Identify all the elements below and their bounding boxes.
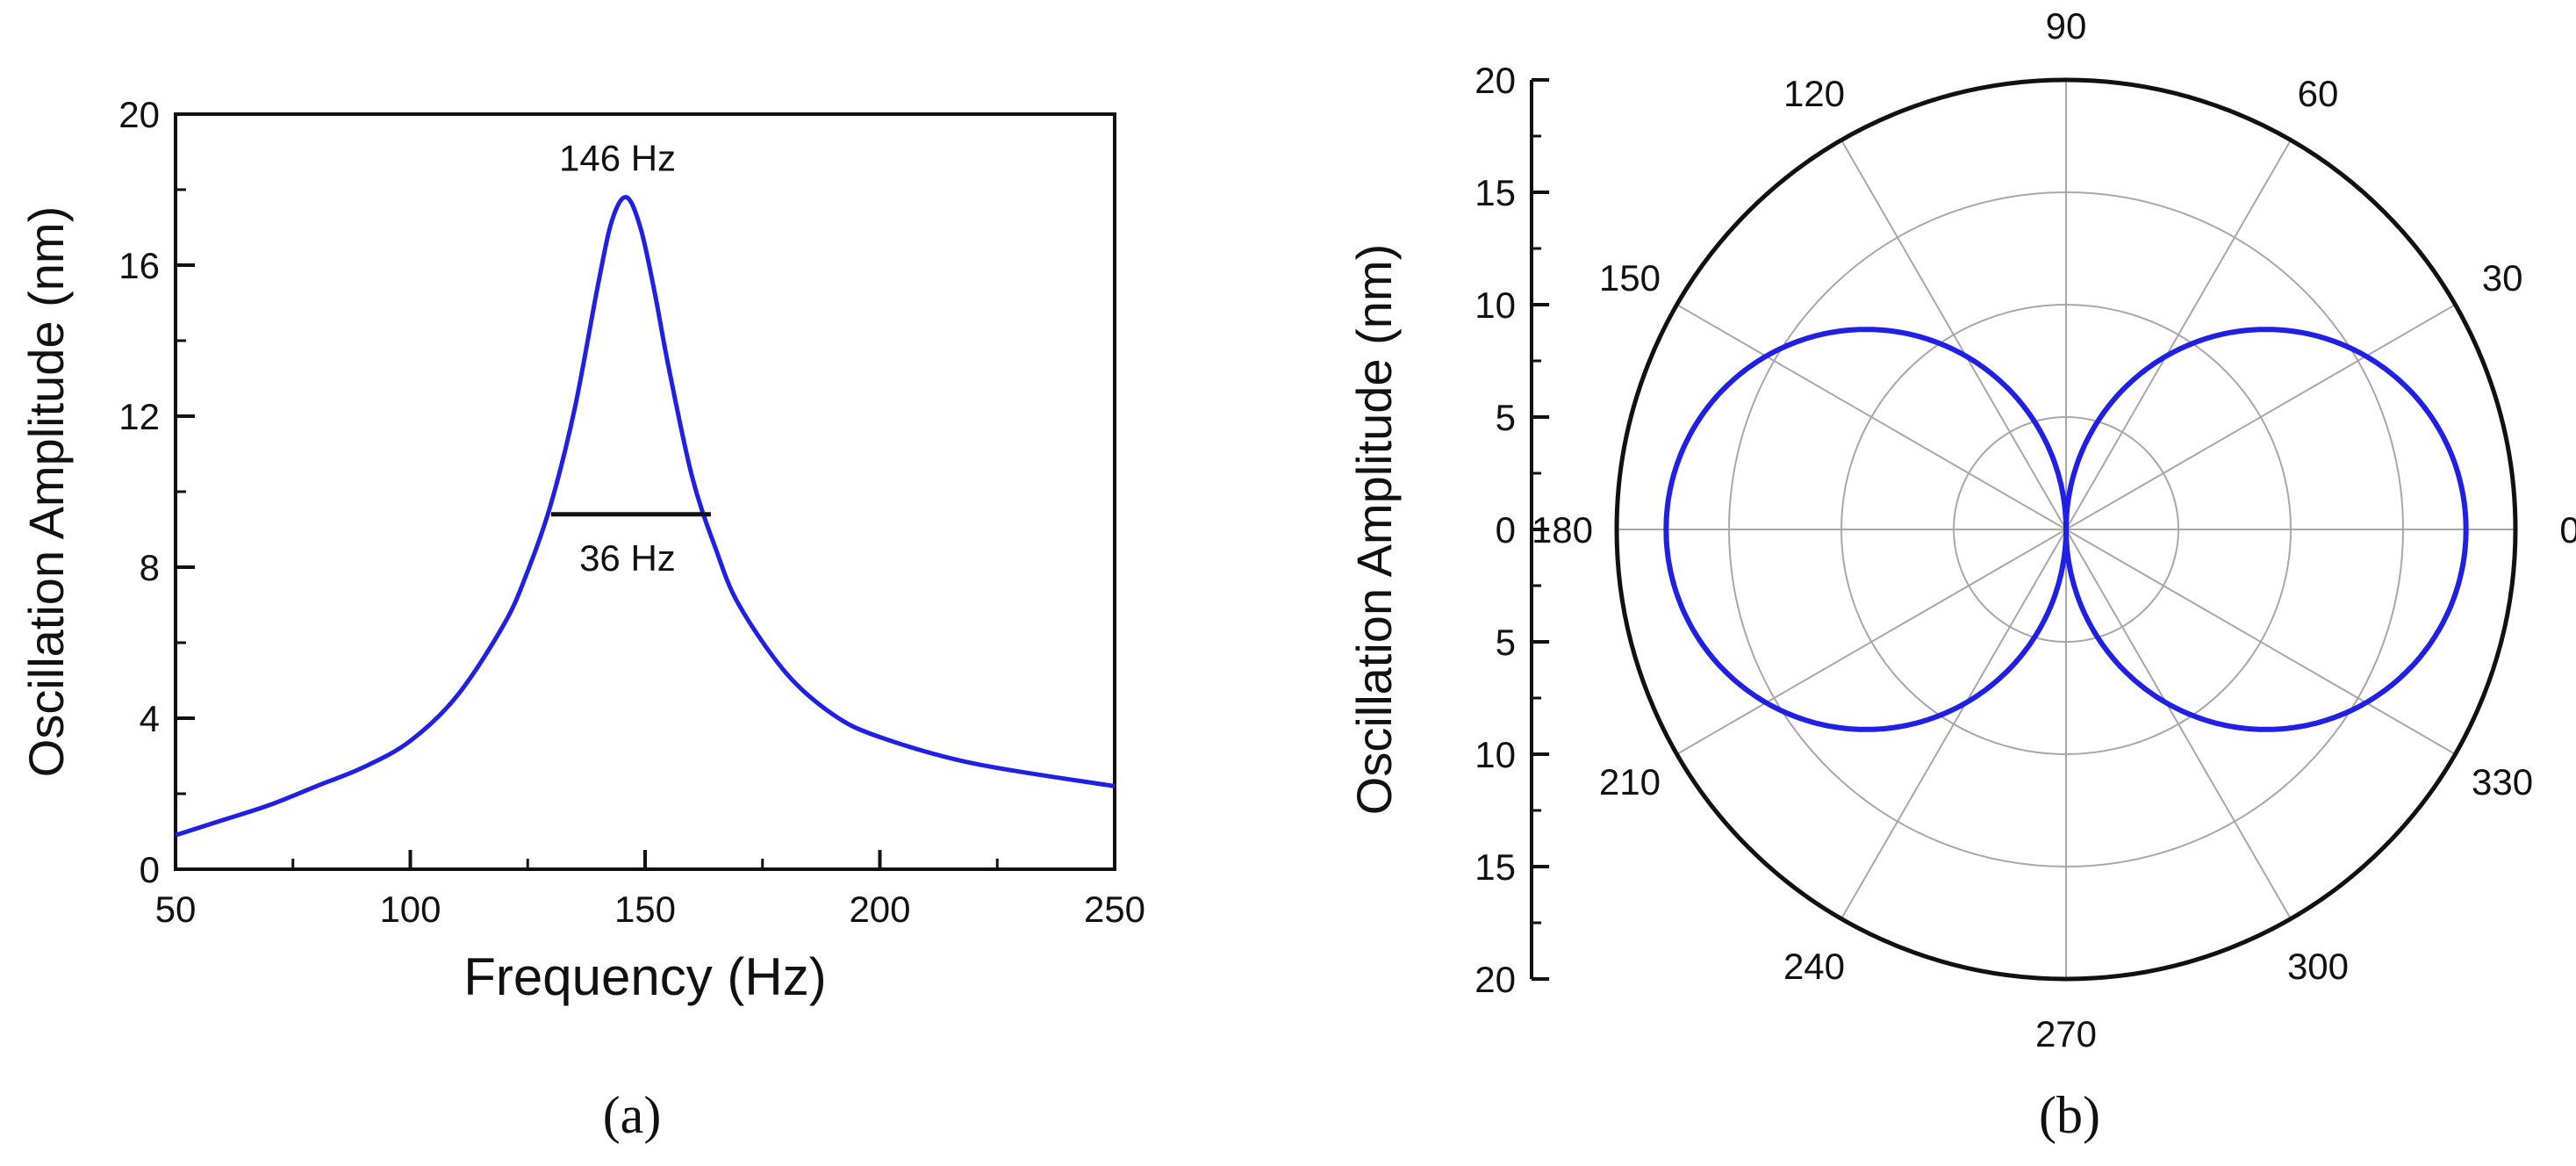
radial-scale-label: 5 [1496,397,1516,438]
caption-b: (b) [2039,1086,2100,1144]
radial-scale-label: 20 [1475,60,1516,101]
y-tick-label: 12 [118,396,160,437]
radial-scale-label: 10 [1475,284,1516,326]
caption-a: (a) [603,1086,662,1144]
polar-grid-ring [1841,304,2292,755]
angle-label: 90 [2046,5,2087,47]
angle-label: 210 [1599,761,1661,803]
y-tick-label: 16 [118,245,160,286]
radial-scale-label: 10 [1475,734,1516,775]
angle-label: 150 [1599,257,1661,299]
angle-label: 270 [2035,1013,2097,1054]
polar-grid-ring [1728,191,2404,867]
plot-frame [174,112,1116,871]
polar-outer-ring [1614,77,2518,982]
y-axis-label: Oscillation Amplitude (nm) [1346,244,1402,815]
polar-grid-ring [1953,416,2179,643]
frequency-response-chart: 50 100 150 200 250 0 4 8 12 16 20 Frequency (Hz) Osc… [18,94,1145,1006]
x-tick-label: 150 [614,889,676,930]
angle-label: 120 [1783,73,1845,114]
y-tick-label: 20 [118,94,160,135]
angle-label: 30 [2482,257,2523,299]
radial-scale-label: 20 [1475,959,1516,1000]
radial-scale-label: 5 [1496,622,1516,663]
angle-label: 60 [2298,73,2339,114]
radial-scale-label: 15 [1475,172,1516,213]
angle-label: 300 [2287,946,2349,987]
series-line-dipole-pattern [1663,327,2469,732]
radial-scale-label: 0 [1496,509,1516,551]
x-tick-label: 50 [155,889,197,930]
radial-scale-label: 15 [1475,846,1516,888]
polar-amplitude-chart: 0306090120150180210240270300330201510505… [1346,5,2576,1054]
x-tick-label: 200 [849,889,910,930]
series-line-amplitude [175,195,1116,838]
x-axis-label: Frequency (Hz) [463,947,826,1006]
y-tick-label: 0 [140,849,160,890]
fwhm-label: 36 Hz [579,537,676,579]
peak-label: 146 Hz [559,138,676,179]
angle-label: 330 [2472,761,2533,803]
angle-label: 240 [1783,946,1845,987]
y-tick-label: 4 [140,698,160,739]
x-tick-label: 250 [1084,889,1145,930]
y-tick-label: 8 [140,547,160,588]
x-tick-label: 100 [379,889,441,930]
angle-label: 0 [2559,509,2576,551]
y-axis-label: Oscillation Amplitude (nm) [18,206,74,777]
